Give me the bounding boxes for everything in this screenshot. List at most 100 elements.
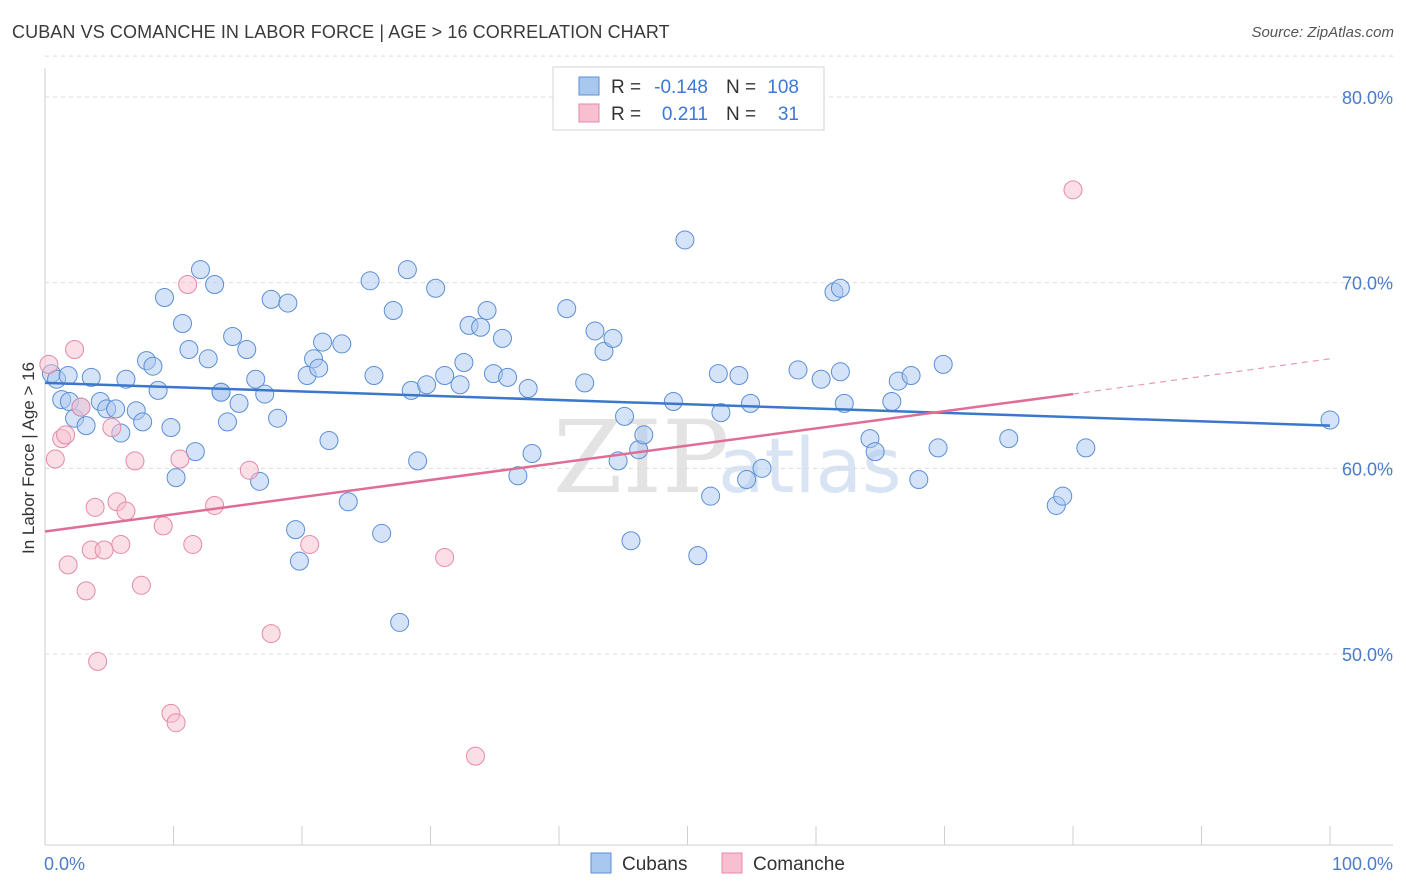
comanche-point [183,534,203,554]
cubans-point [364,366,384,385]
y-tick-labels: 50.0% 60.0% 70.0% 80.0% [1342,88,1393,665]
cubans-point [319,430,339,450]
y-tick-label-2: 70.0% [1342,274,1393,294]
correlation-legend: R = -0.148 N = 108 R = 0.211 N = 31 [552,66,825,131]
comanche-trend-extension [1072,358,1331,395]
comanche-point [65,340,85,360]
cubans-point [585,321,605,341]
cubans-point [417,375,437,395]
cubans-point [1053,486,1073,506]
source-label: Source: ZipAtlas.com [1251,24,1394,41]
cubans-point [198,349,218,369]
cubans-point [492,328,512,348]
cubans-point [729,366,749,385]
cubans-point [454,353,474,373]
cubans-point [223,327,243,347]
cubans-point [708,364,728,384]
legend-r-cubans: -0.148 [654,77,708,98]
comanche-point [39,354,59,374]
legend-swatch-comanche [578,103,600,123]
cubans-point [1076,438,1096,458]
cubans-point [268,408,288,428]
comanche-point [85,497,105,517]
cubans-point [498,367,518,387]
cubans-point [909,469,929,489]
comanche-point [58,555,78,575]
cubans-point [615,406,635,426]
bottom-legend-swatch-cubans [590,852,612,874]
cubans-point [286,520,306,540]
cubans-point [575,373,595,393]
cubans-point [882,391,902,411]
cubans-point [313,332,333,352]
cubans-point [557,299,577,319]
cubans-point [166,468,186,488]
cubans-point [740,393,760,413]
cubans-point [278,293,298,313]
cubans-point [289,551,309,571]
cubans-point [116,369,136,389]
cubans-point [594,341,614,361]
legend-n-comanche: 31 [778,104,799,125]
legend-n-label-2: N = [726,104,756,125]
cubans-trend-line [44,381,1331,427]
series-legend: Cubans Comanche [590,852,845,875]
cubans-point [332,334,352,354]
comanche-point [153,516,173,536]
cubans-point [788,360,808,380]
cubans-point [901,366,921,385]
comanche-point [45,449,65,469]
comanche-point [116,501,136,521]
cubans-point [185,442,205,462]
bottom-legend-comanche: Comanche [753,854,845,875]
y-tick-label-3: 80.0% [1342,88,1393,108]
cubans-point [752,458,772,478]
cubans-point [360,271,380,291]
cubans-point [383,301,403,321]
comanche-point [88,651,108,671]
cubans-point [865,442,885,462]
bottom-legend-cubans: Cubans [622,854,688,875]
trend-lines [44,358,1331,533]
cubans-point [229,393,249,413]
x-tick-label-1: 100.0% [1332,854,1393,874]
comanche-point [131,575,151,595]
legend-r-label: R = [611,77,641,98]
cubans-point [309,358,329,378]
comanche-trend-line [44,392,1074,533]
cubans-point [701,486,721,506]
cubans-point [999,429,1019,449]
cubans-point [688,546,708,566]
legend-n-label: N = [726,77,756,98]
legend-n-cubans: 108 [767,77,799,98]
cubans-point [211,382,231,402]
x-tick-label-0: 0.0% [44,854,85,874]
cubans-point [471,317,491,337]
cubans-point [634,425,654,445]
cubans-point [106,399,126,419]
cubans-point [205,275,225,295]
cubans-point [408,451,428,471]
cubans-point [261,289,281,309]
comanche-point [56,425,76,445]
comanche-point [178,275,198,295]
cubans-point [711,403,731,423]
comanche-point [170,449,190,469]
x-tick-labels: 0.0% 100.0% [44,854,1393,874]
cubans-point [834,393,854,413]
cubans-point [143,356,163,376]
cubans-point [435,366,455,385]
cubans-point [518,378,538,398]
cubans-point [76,416,96,436]
cubans-point [217,412,237,432]
axes [44,68,1393,846]
comanche-point [102,417,122,437]
cubans-point [397,260,417,280]
cubans-point [255,384,275,404]
cubans-point [675,230,695,250]
cubans-point [522,443,542,463]
cubans-point [237,340,257,360]
cubans-point [663,391,683,411]
cubans-point [928,438,948,458]
